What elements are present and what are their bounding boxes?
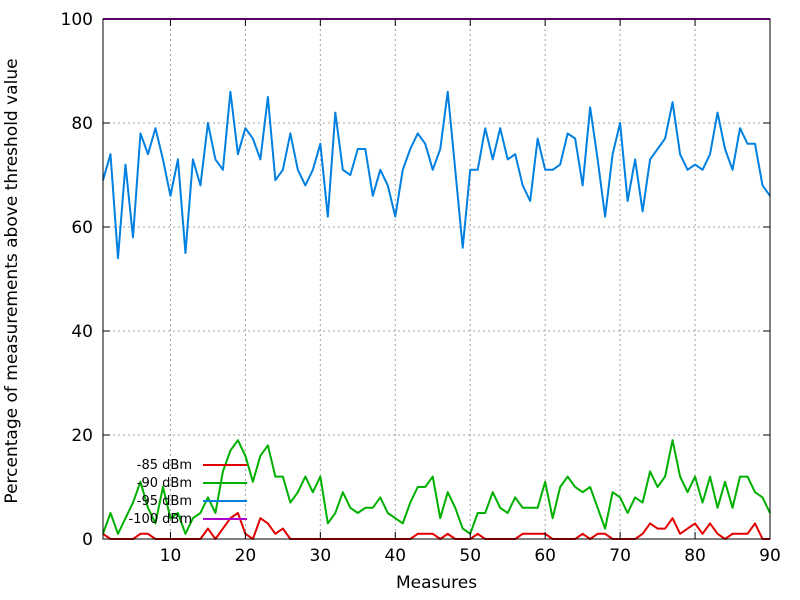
y-tick-label: 0	[82, 530, 93, 550]
x-tick-label: 10	[160, 546, 182, 566]
legend-label-0: -85 dBm	[137, 458, 192, 473]
series-line-2	[102, 90, 771, 260]
x-tick-label: 30	[310, 546, 332, 566]
series-line-0	[102, 512, 770, 540]
x-tick-label: 40	[384, 546, 406, 566]
legend-label-3: -100 dBm	[129, 512, 192, 527]
grid-lines	[103, 19, 770, 539]
x-tick-label: 50	[459, 546, 481, 566]
axis-ticks: 10 20 30 40 50 60 70 80 90 0 20 40 60 80 100	[61, 10, 781, 566]
x-tick-label: 90	[759, 546, 781, 566]
x-tick-label: 80	[684, 546, 706, 566]
plot-frame	[102, 18, 771, 540]
x-tick-label: 70	[609, 546, 631, 566]
x-axis-title: Measures	[396, 573, 477, 593]
legend-label-1: -90 dBm	[137, 476, 192, 491]
legend-label-2: -95 dBm	[137, 494, 192, 509]
y-tick-label: 20	[71, 426, 93, 446]
legend: -85 dBm -90 dBm -95 dBm -100 dBm	[129, 458, 247, 527]
x-tick-label: 60	[534, 546, 556, 566]
y-tick-label: 40	[71, 322, 93, 342]
y-tick-label: 60	[71, 218, 93, 238]
y-axis-title: Percentage of measurements above thresho…	[2, 58, 22, 503]
x-tick-label: 20	[235, 546, 257, 566]
y-tick-label: 100	[61, 10, 93, 30]
y-tick-label: 80	[71, 114, 93, 134]
series-line-1	[102, 439, 771, 535]
